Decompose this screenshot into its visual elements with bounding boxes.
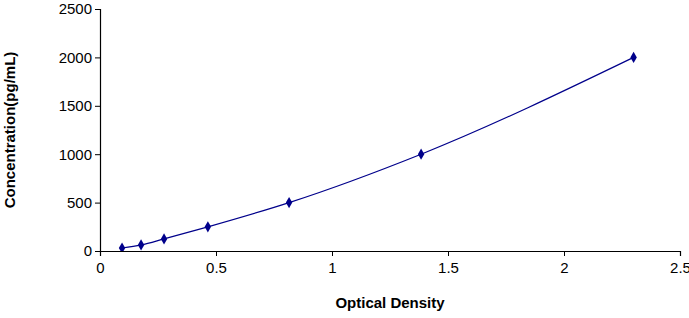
- y-tick-label: 1500: [59, 97, 92, 114]
- y-tick-label: 500: [67, 194, 92, 211]
- y-tick-mark: [95, 203, 100, 204]
- point: [205, 221, 211, 232]
- x-tick-mark: [680, 251, 681, 256]
- y-axis-title: Concentration(pg/mL): [1, 52, 18, 209]
- y-tick: 1500: [59, 97, 100, 114]
- x-tick: 0: [96, 251, 104, 276]
- point: [138, 239, 144, 250]
- y-tick-mark: [95, 106, 100, 107]
- y-tick-mark: [95, 251, 100, 252]
- x-axis-line: [101, 252, 681, 257]
- x-tick-label: 0.5: [206, 259, 227, 276]
- x-tick-mark: [216, 251, 217, 256]
- y-axis: 0 500 1000 1500 2000 2500: [59, 0, 101, 259]
- x-tick-label: 0: [96, 259, 104, 276]
- y-tick-label: 2500: [59, 0, 92, 17]
- y-tick-label: 0: [84, 242, 92, 259]
- x-tick-label: 2.5: [670, 259, 689, 276]
- y-axis-line: [95, 10, 101, 252]
- y-tick: 1000: [59, 146, 100, 163]
- x-axis-title: Optical Density: [335, 294, 445, 311]
- curve: [122, 57, 634, 248]
- x-tick-label: 2: [560, 259, 568, 276]
- x-axis: 0 0.5 1 1.5 2 2.5: [96, 251, 689, 276]
- y-tick-mark: [95, 9, 100, 10]
- point: [119, 242, 125, 251]
- point: [630, 52, 636, 63]
- x-tick-mark: [564, 251, 565, 256]
- point: [418, 149, 424, 160]
- x-tick-label: 1: [328, 259, 336, 276]
- y-tick: 2000: [59, 49, 100, 66]
- point: [161, 233, 167, 244]
- x-tick: 2.5: [670, 251, 689, 276]
- point: [286, 197, 292, 208]
- x-tick: 0.5: [206, 251, 227, 276]
- x-tick-mark: [332, 251, 333, 256]
- y-tick: 500: [67, 194, 100, 211]
- chart: 0 0.5 1 1.5 2 2.5 0 500 1000 1500 2000 2500 Optical …: [0, 0, 689, 318]
- y-tick: 2500: [59, 0, 100, 17]
- y-tick-label: 2000: [59, 49, 92, 66]
- x-tick-label: 1.5: [438, 259, 459, 276]
- y-tick-label: 1000: [59, 146, 92, 163]
- x-tick: 2: [560, 251, 568, 276]
- y-tick: 0: [84, 242, 100, 259]
- plot: 0 0.5 1 1.5 2 2.5 0 500 1000 1500 2000 2500: [59, 0, 689, 275]
- series: [119, 52, 637, 251]
- x-tick-mark: [448, 251, 449, 256]
- x-tick: 1: [328, 251, 336, 276]
- x-tick: 1.5: [438, 251, 459, 276]
- y-tick-mark: [95, 57, 100, 58]
- y-tick-mark: [95, 154, 100, 155]
